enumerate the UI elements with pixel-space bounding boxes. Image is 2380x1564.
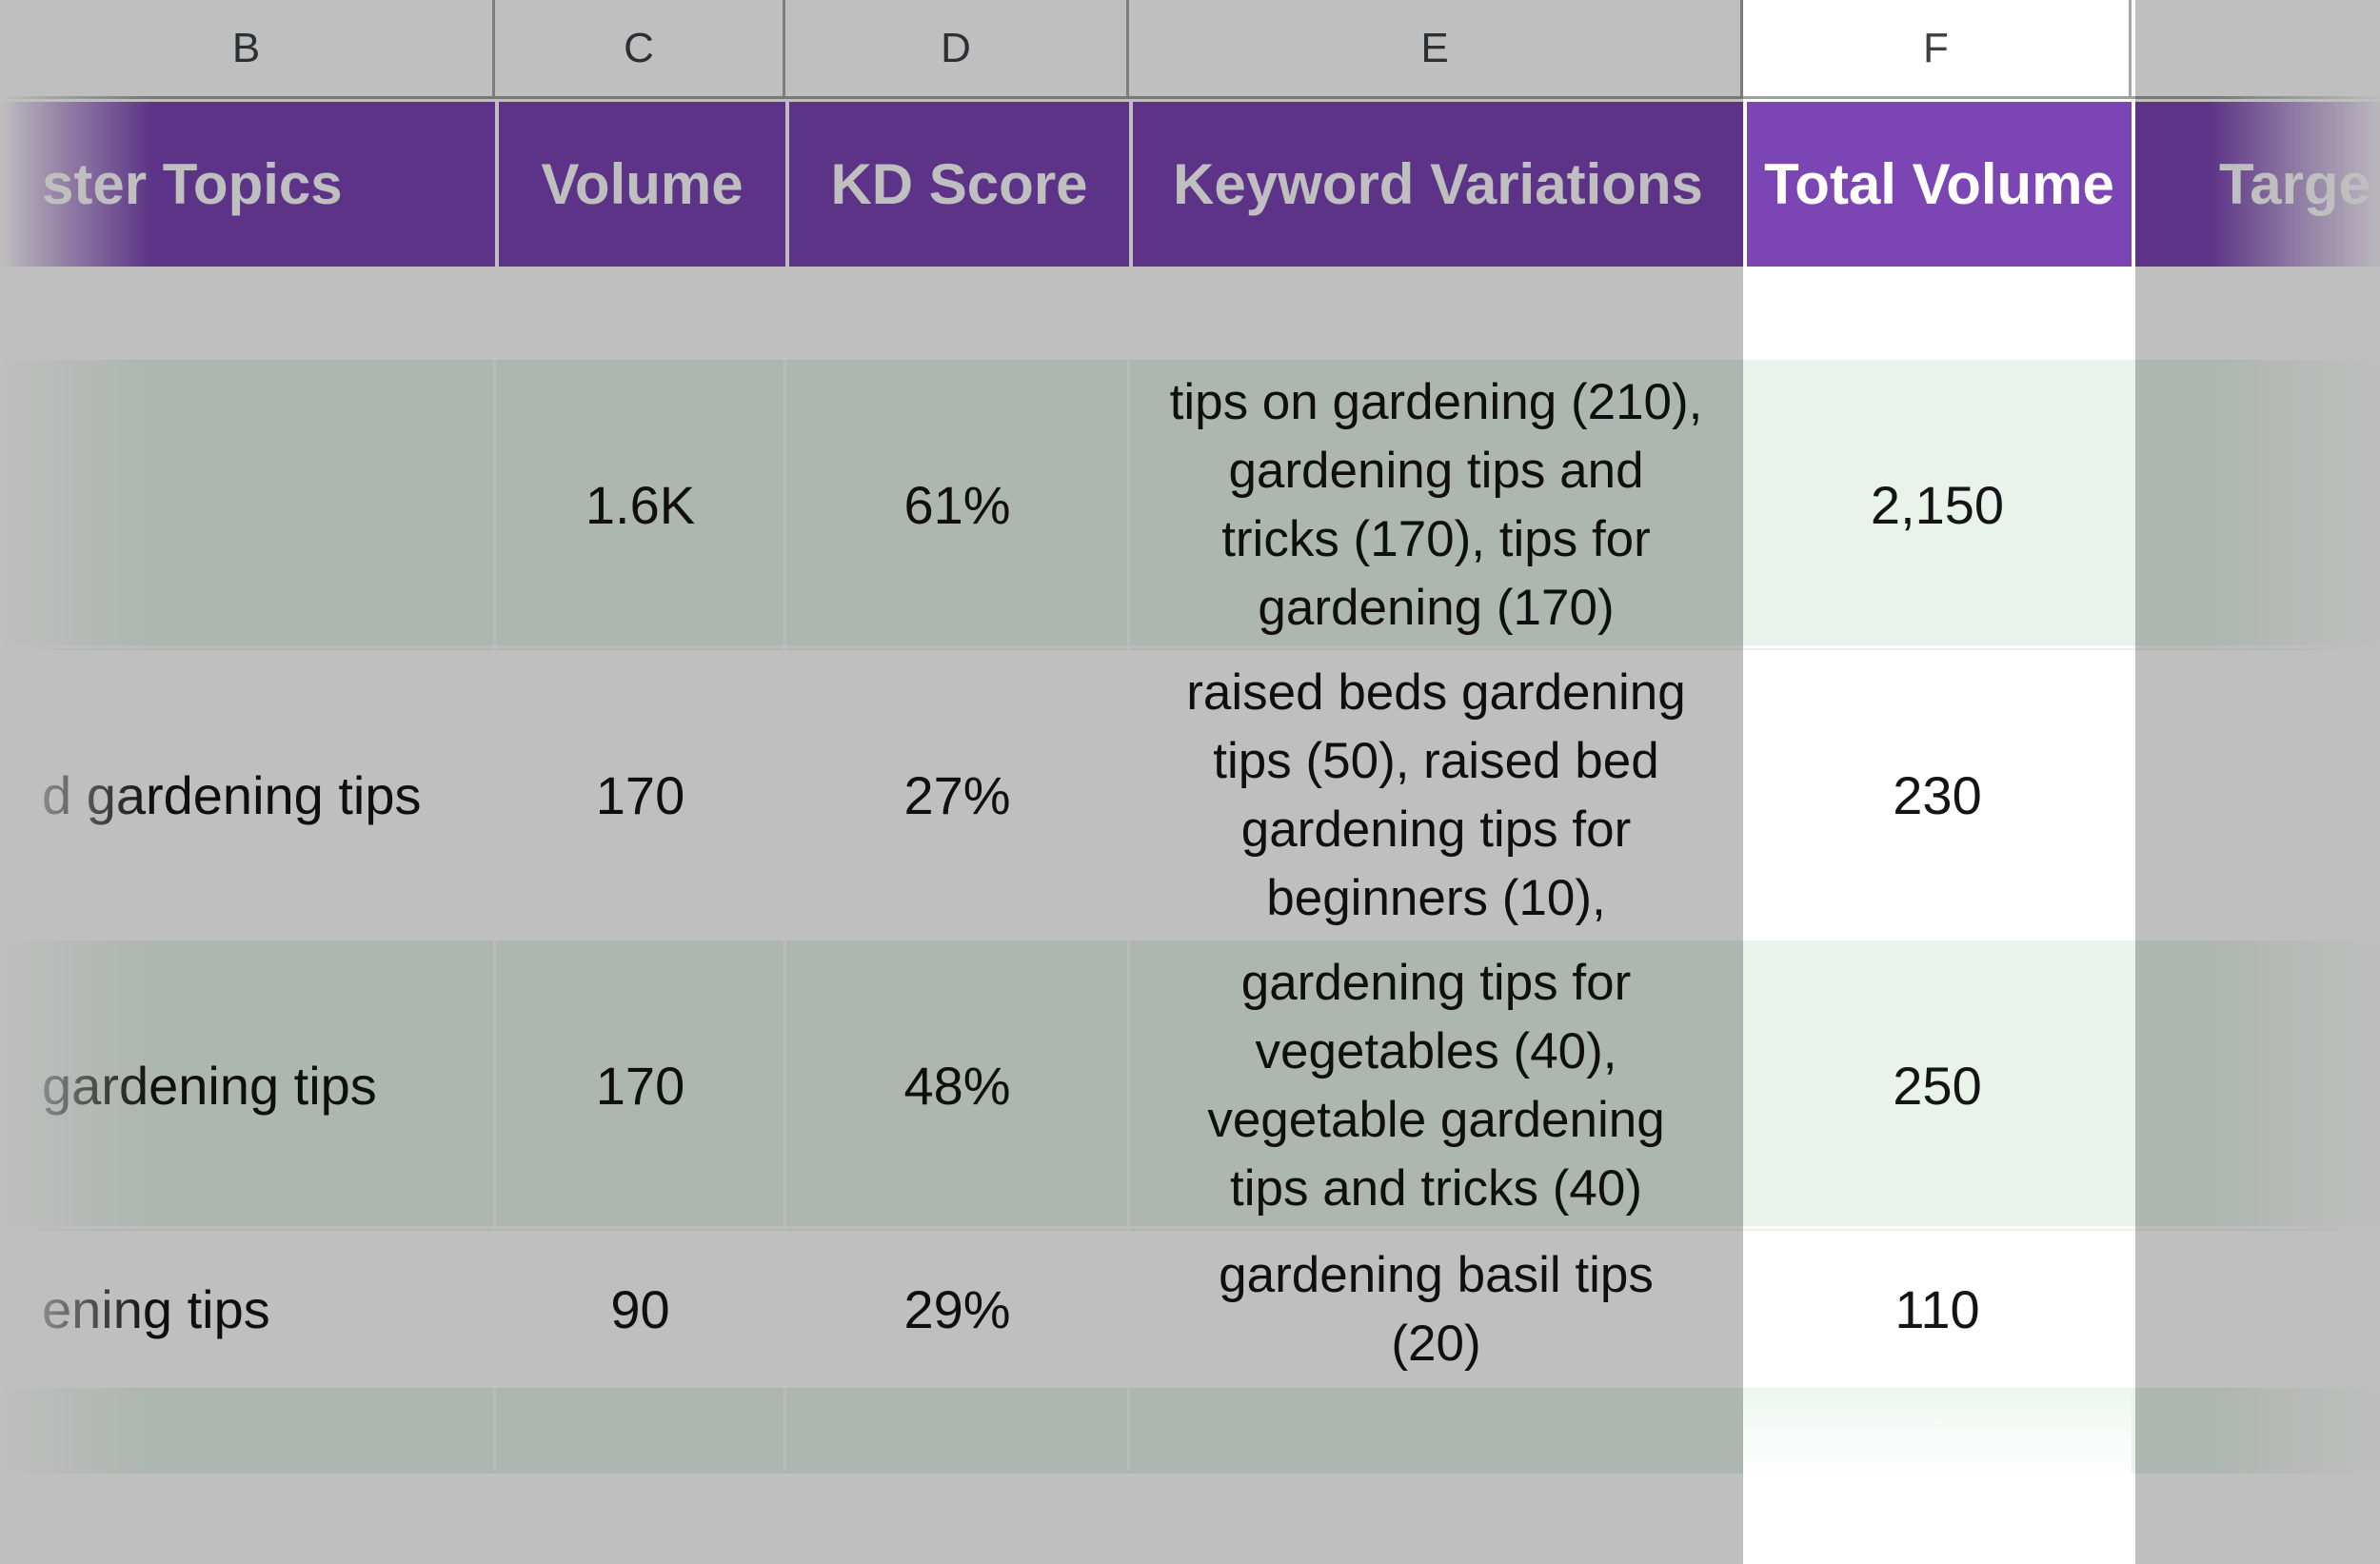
cell-total-volume[interactable]: 250 (1893, 1056, 1982, 1116)
column-letter-strip: B C D E F (0, 0, 2380, 99)
cell-keyword-variations[interactable]: gardening basil tips (20) (1219, 1246, 1654, 1372)
cell-total-volume[interactable]: 110 (1894, 1279, 1980, 1339)
cell-volume[interactable]: 90 (610, 1279, 670, 1339)
column-letter-f-selected[interactable]: F (1743, 0, 2132, 96)
column-letter-b[interactable]: B (0, 0, 495, 96)
table-header-row: ster Topics Volume KD Score Keyword Vari… (0, 102, 2380, 267)
cell-kd-score[interactable]: 27% (903, 765, 1011, 825)
cell-volume[interactable]: 170 (595, 1056, 685, 1116)
cell-volume[interactable]: 1.6K (585, 475, 696, 535)
strip-divider (0, 99, 2380, 102)
empty-table-row (0, 1388, 2380, 1474)
cell-total-volume[interactable]: 230 (1893, 765, 1982, 825)
right-edge-fade (2209, 0, 2380, 1564)
sheet-background (0, 1474, 2380, 1564)
cell-keyword-variations[interactable]: tips on gardening (210), gardening tips … (1169, 373, 1703, 636)
gridline-vertical (1127, 357, 1130, 1471)
gridline-vertical (783, 357, 786, 1471)
cell-keyword-variations[interactable]: raised beds gardening tips (50), raised … (1186, 663, 1686, 926)
cell-volume[interactable]: 170 (595, 765, 685, 825)
left-edge-fade (0, 0, 152, 1564)
column-letter-e[interactable]: E (1129, 0, 1743, 96)
column-letter-c[interactable]: C (495, 0, 785, 96)
dim-overlay-left (0, 0, 1743, 1564)
header-total-volume[interactable]: Total Volume (1743, 102, 2132, 267)
gridline-vertical (493, 357, 496, 1471)
dim-overlay-right (2135, 0, 2380, 1564)
gridline-horizontal (0, 1226, 2380, 1229)
cell-empty[interactable] (1743, 1388, 2132, 1474)
table-row: gardening tips 170 48% gardening tips fo… (0, 940, 2380, 1231)
table-row: 1.6K 61% tips on gardening (210), garden… (0, 360, 2380, 650)
table-row: d gardening tips 170 27% raised beds gar… (0, 650, 2380, 940)
table-row: ening tips 90 29% gardening basil tips (… (0, 1231, 2380, 1388)
header-volume[interactable]: Volume (495, 102, 785, 267)
gridline-horizontal (0, 645, 2380, 648)
gridline-horizontal (0, 1383, 2380, 1386)
header-kd-score[interactable]: KD Score (785, 102, 1129, 267)
gridline-horizontal (0, 936, 2380, 939)
header-keyword-variations[interactable]: Keyword Variations (1129, 102, 1743, 267)
column-letter-d[interactable]: D (785, 0, 1129, 96)
cell-kd-score[interactable]: 48% (903, 1056, 1011, 1116)
cell-keyword-variations[interactable]: gardening tips for vegetables (40), vege… (1207, 954, 1665, 1217)
cell-kd-score[interactable]: 29% (903, 1279, 1011, 1339)
cell-total-volume[interactable]: 2,150 (1870, 475, 2005, 535)
empty-row (0, 267, 2380, 360)
cell-kd-score[interactable]: 61% (903, 475, 1011, 535)
